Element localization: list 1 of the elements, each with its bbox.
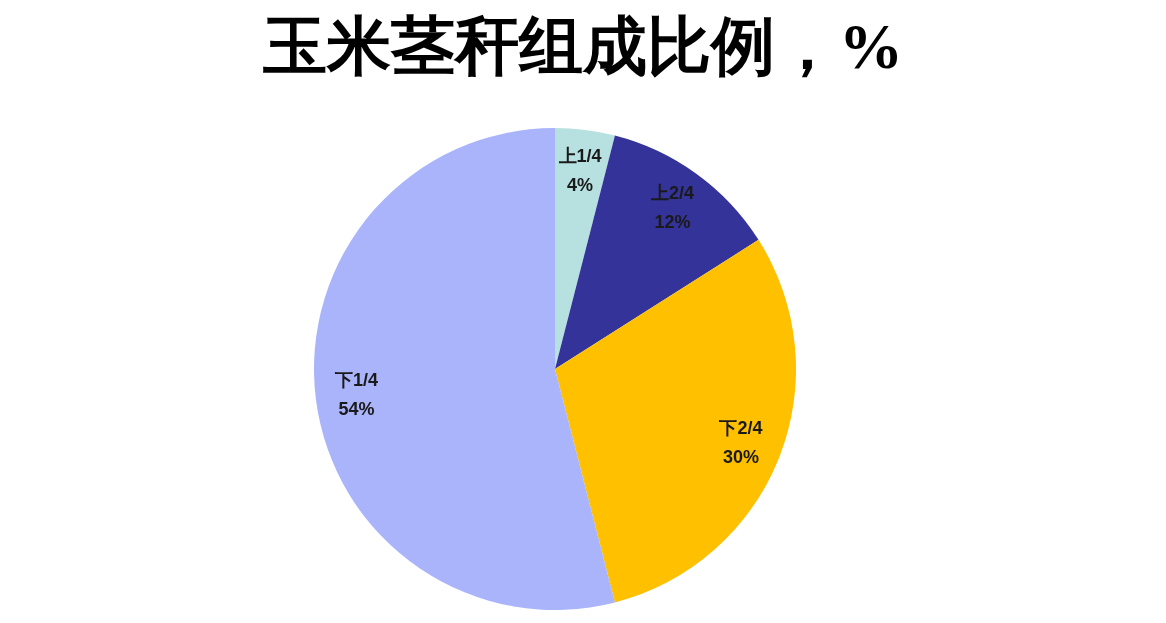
title: 玉米茎秆组成比例，%	[263, 11, 903, 82]
